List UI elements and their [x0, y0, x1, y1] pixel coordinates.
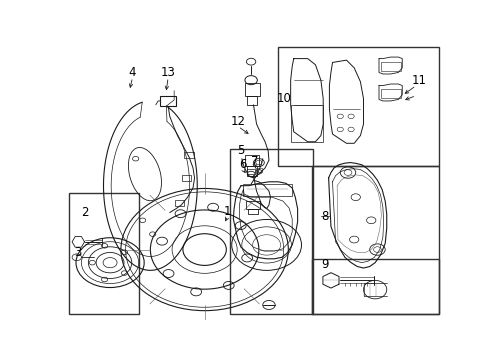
Text: 7: 7 [251, 154, 259, 167]
Bar [244, 184, 292, 196]
Text: 4: 4 [129, 66, 136, 79]
Bar [247, 166, 257, 176]
Bar [69, 193, 139, 314]
Text: 3: 3 [74, 246, 82, 259]
Text: 6: 6 [239, 158, 246, 171]
Bar [247, 95, 257, 105]
Bar [182, 175, 192, 181]
Text: 2: 2 [81, 206, 88, 219]
Bar [381, 89, 401, 98]
Bar [245, 155, 259, 166]
Text: 5: 5 [237, 144, 245, 157]
Text: 10: 10 [277, 92, 292, 105]
Bar [278, 47, 440, 166]
Text: 13: 13 [161, 66, 175, 79]
Bar [247, 169, 255, 174]
Bar [160, 95, 176, 106]
Bar [381, 62, 401, 71]
Bar [230, 149, 313, 314]
Text: 11: 11 [412, 74, 427, 87]
Text: 1: 1 [224, 204, 232, 217]
Bar [175, 200, 184, 206]
Text: 8: 8 [321, 210, 328, 223]
Text: 9: 9 [321, 258, 328, 271]
Bar [245, 83, 260, 95]
Bar [245, 201, 260, 209]
Bar [184, 152, 194, 158]
Bar [312, 259, 440, 314]
Bar [256, 168, 262, 172]
Bar [291, 105, 323, 142]
Text: 12: 12 [230, 115, 245, 128]
Bar [248, 209, 258, 214]
Bar [312, 166, 440, 314]
